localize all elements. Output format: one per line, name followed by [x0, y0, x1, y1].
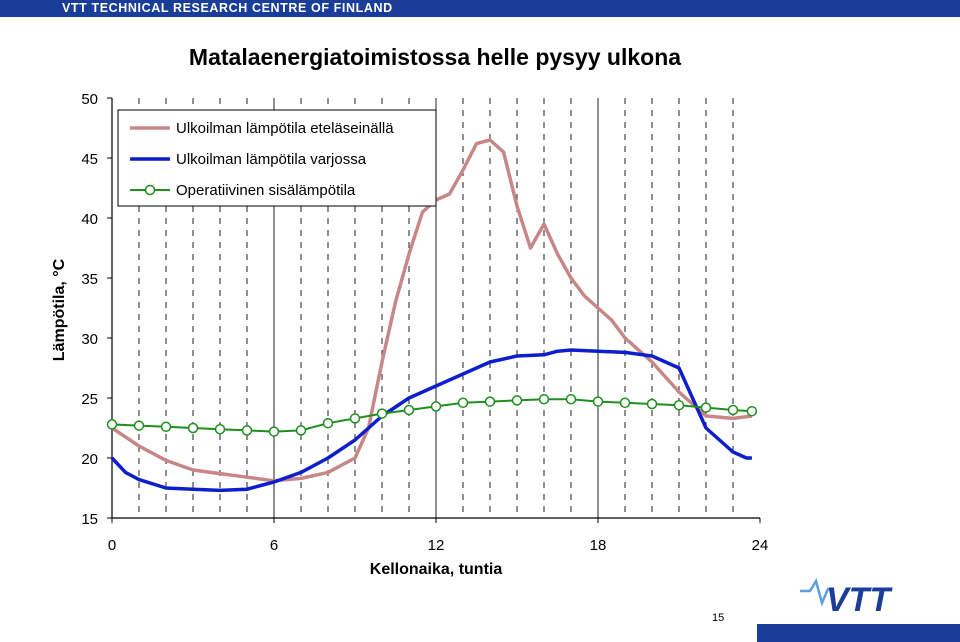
chart-series [106, 138, 758, 493]
x-tick-label: 24 [752, 537, 769, 554]
legend-label: Ulkoilman lämpötila eteläseinällä [176, 120, 394, 137]
data-point [403, 404, 415, 416]
chart-legend: Ulkoilman lämpötila eteläseinällä Ulkoilm… [117, 109, 437, 207]
x-tick-label: 12 [428, 537, 445, 554]
legend-label: Ulkoilman lämpötila varjossa [176, 151, 367, 168]
data-point [106, 419, 118, 430]
x-tick-label: 0 [108, 537, 116, 554]
bottom-bar [757, 624, 960, 642]
y-tick-label: 50 [81, 91, 98, 108]
data-point [322, 417, 334, 429]
banner-text: VTT TECHNICAL RESEARCH CENTRE OF FINLAND [62, 1, 393, 15]
data-point [295, 425, 307, 436]
x-axis-label: Kellonaika, tuntia [370, 561, 503, 578]
y-tick-label: 25 [81, 391, 98, 408]
series-line-2 [110, 348, 752, 493]
y-axis-label: Lämpötila, °C [51, 258, 68, 361]
data-point [376, 408, 388, 419]
y-tick-label: 30 [81, 331, 98, 348]
page-number: 15 [712, 612, 725, 624]
data-point [133, 420, 145, 431]
data-point [241, 425, 253, 436]
data-point [646, 398, 658, 410]
data-point [349, 413, 361, 424]
chart-axes [107, 97, 761, 523]
top-banner: VTT TECHNICAL RESEARCH CENTRE OF FINLAND [0, 0, 960, 17]
y-tick-label: 40 [81, 211, 98, 228]
data-point [484, 396, 496, 407]
data-point [619, 397, 631, 409]
data-point [511, 395, 523, 406]
data-point [700, 402, 712, 413]
legend-box [117, 109, 437, 207]
x-tick-label: 6 [270, 537, 278, 554]
series-line-1 [111, 138, 753, 483]
y-tick-label: 20 [81, 451, 98, 468]
y-tick-label: 35 [81, 271, 98, 288]
data-point [592, 396, 604, 407]
chart-title: Matalaenergiatoimistossa helle pysyy ulk… [189, 44, 681, 70]
data-point [538, 393, 550, 405]
data-point [457, 397, 469, 409]
svg-text:VTT: VTT [826, 581, 893, 615]
tick-labels: 15 20 25 30 35 40 45 50 0 6 12 18 24 [81, 91, 768, 554]
data-point [268, 426, 280, 437]
x-tick-label: 18 [590, 537, 607, 554]
data-point [160, 421, 172, 433]
data-point [565, 393, 577, 405]
data-point [187, 422, 199, 434]
data-point [673, 399, 685, 411]
data-point [214, 423, 226, 435]
data-point [727, 404, 739, 416]
vtt-logo: VTT [800, 577, 893, 615]
data-point [430, 401, 442, 412]
y-tick-label: 45 [81, 151, 98, 168]
data-point [746, 405, 758, 417]
legend-label: Operatiivinen sisälämpötila [176, 182, 356, 199]
legend-marker [144, 184, 156, 196]
y-tick-label: 15 [81, 511, 98, 528]
